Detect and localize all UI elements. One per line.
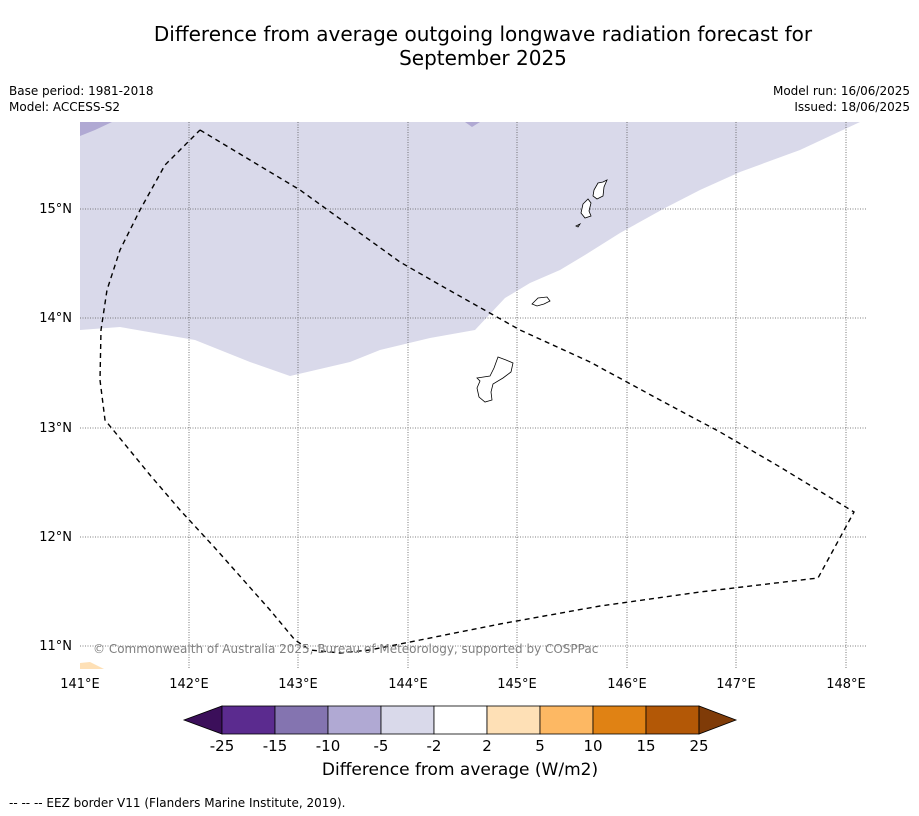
model-run-label: Model run: 16/06/2025 bbox=[772, 84, 910, 98]
base-period-label: Base period: 1981-2018 bbox=[9, 84, 154, 98]
lon-label-145: 145°E bbox=[497, 677, 537, 692]
colorbar-segment bbox=[327, 705, 382, 735]
eez-border bbox=[99, 129, 855, 654]
islands bbox=[476, 179, 608, 403]
colorbar-tick-label: 10 bbox=[583, 737, 602, 755]
colorbar-segment bbox=[645, 705, 700, 735]
colorbar-segment bbox=[592, 705, 647, 735]
colorbar-segment bbox=[380, 705, 435, 735]
lon-label-144: 144°E bbox=[388, 677, 428, 692]
colorbar-tick-label: 25 bbox=[689, 737, 708, 755]
colorbar-extend-high bbox=[698, 705, 738, 735]
colorbar-tick-label: -2 bbox=[427, 737, 442, 755]
guam-island bbox=[476, 356, 514, 403]
lat-label-12: 12°N bbox=[39, 530, 72, 545]
model-label: Model: ACCESS-S2 bbox=[9, 100, 121, 114]
aguijan-island bbox=[575, 222, 582, 228]
chart-title: Difference from average outgoing longwav… bbox=[90, 22, 876, 70]
colorbar-tick-label: -10 bbox=[316, 737, 341, 755]
colorbar-segment bbox=[539, 705, 594, 735]
meta-right: Model run: 16/06/2025 Issued: 18/06/2025 bbox=[773, 83, 910, 115]
colorbar-tick-label: -5 bbox=[374, 737, 389, 755]
lon-label-148: 148°E bbox=[826, 677, 866, 692]
colorbar-tick-label: 2 bbox=[482, 737, 492, 755]
eez-footnote: -- -- -- EEZ border V11 (Flanders Marine… bbox=[9, 796, 346, 810]
title-line-1: Difference from average outgoing longwav… bbox=[153, 22, 813, 46]
colorbar-segment bbox=[274, 705, 329, 735]
lat-label-13: 13°N bbox=[39, 421, 72, 436]
colorbar-tick-label: -25 bbox=[210, 737, 235, 755]
lat-label-15: 15°N bbox=[39, 202, 72, 217]
rota-island bbox=[531, 296, 551, 307]
saipan-island bbox=[592, 179, 608, 200]
anomaly-region-neg5-to-neg10 bbox=[80, 122, 112, 136]
tinian-island bbox=[580, 198, 592, 219]
lon-label-143: 143°E bbox=[278, 677, 318, 692]
lon-label-141: 141°E bbox=[60, 677, 100, 692]
lat-label-11: 11°N bbox=[39, 639, 72, 654]
anomaly-shading bbox=[80, 122, 860, 669]
colorbar-segment bbox=[221, 705, 276, 735]
graticule bbox=[80, 122, 867, 669]
colorbar-title: Difference from average (W/m2) bbox=[321, 760, 599, 780]
lon-label-146: 146°E bbox=[607, 677, 647, 692]
colorbar-segment bbox=[486, 705, 541, 735]
meta-left: Base period: 1981-2018 Model: ACCESS-S2 bbox=[9, 83, 154, 115]
anomaly-region-pos2-to-pos5 bbox=[80, 662, 104, 669]
colorbar: -25 -15 -10 -5 -2 2 5 10 15 25 bbox=[182, 705, 738, 755]
colorbar-segment bbox=[433, 705, 488, 735]
lat-label-14: 14°N bbox=[39, 311, 72, 326]
lon-label-142: 142°E bbox=[169, 677, 209, 692]
issued-label: Issued: 18/06/2025 bbox=[794, 100, 910, 114]
title-line-2: September 2025 bbox=[399, 46, 567, 70]
anomaly-region-neg2-to-neg5 bbox=[80, 122, 860, 376]
colorbar-extend-low bbox=[182, 705, 223, 735]
anomaly-region-neg5-to-neg10-small bbox=[465, 122, 480, 127]
lon-label-147: 147°E bbox=[716, 677, 756, 692]
colorbar-tick-label: -15 bbox=[263, 737, 288, 755]
colorbar-tick-label: 15 bbox=[636, 737, 655, 755]
copyright-text: © Commonwealth of Australia 2025, Bureau… bbox=[93, 642, 598, 656]
colorbar-tick-label: 5 bbox=[535, 737, 545, 755]
